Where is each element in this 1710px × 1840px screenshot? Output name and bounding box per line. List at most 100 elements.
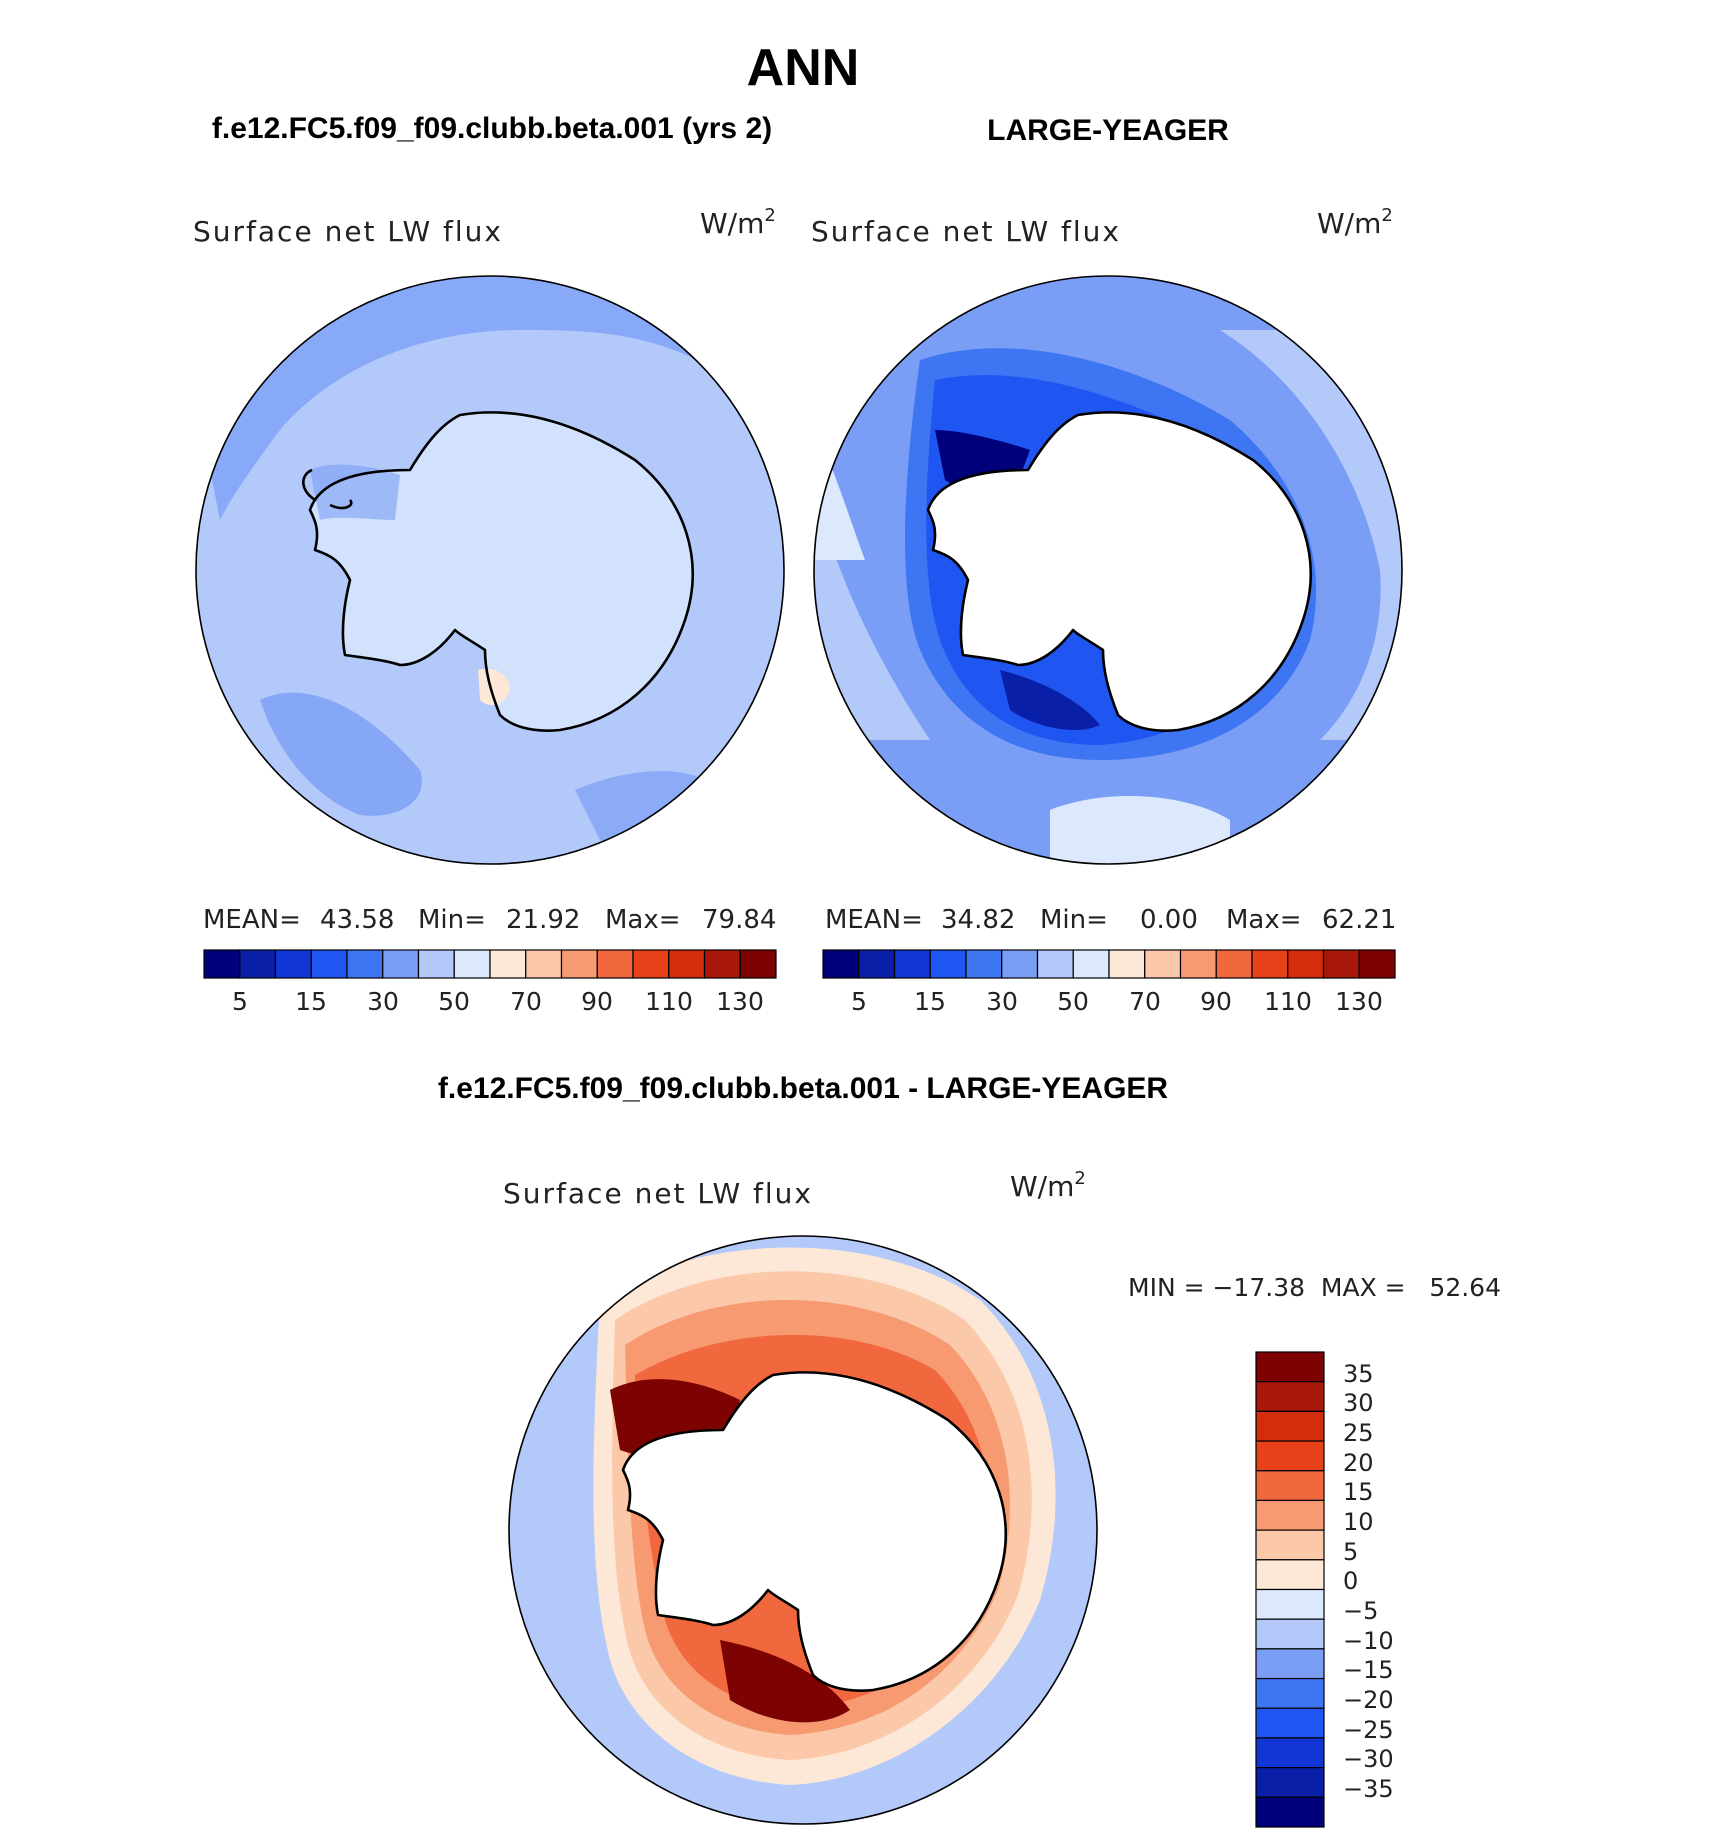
- panel-1-max-label: Max=: [605, 905, 681, 935]
- colorbar-swatch: [1251, 949, 1289, 979]
- colorbar-swatch: [1255, 1767, 1325, 1798]
- panel-1-heading: f.e12.FC5.f09_f09.clubb.beta.001 (yrs 2): [212, 112, 772, 145]
- colorbar-swatch: [1255, 1648, 1325, 1680]
- colorbar-swatch: [203, 949, 241, 979]
- difference-colorbar-ticks: 35 30 25 20 15 10 5 0 −5 −10 −15 −20 −25…: [1343, 1360, 1394, 1803]
- colorbar-swatch: [453, 949, 491, 979]
- panel-2-mean-label: MEAN=: [825, 905, 923, 935]
- panel-2-units: W/m2: [1317, 205, 1393, 240]
- colorbar-swatch: [929, 949, 967, 979]
- colorbar-swatch: [965, 949, 1003, 979]
- colorbar-swatch: [632, 949, 670, 979]
- colorbar-swatch: [239, 949, 277, 979]
- colorbar-swatch: [1001, 949, 1039, 979]
- colorbar-swatch: [560, 949, 598, 979]
- colorbar-swatch: [1287, 949, 1325, 979]
- colorbar-tick: −10: [1343, 1627, 1394, 1655]
- colorbar-tick: −30: [1343, 1745, 1394, 1773]
- colorbar-tick: −25: [1343, 1716, 1394, 1744]
- colorbar-tick: 15: [914, 987, 946, 1016]
- colorbar-tick: 130: [1335, 987, 1383, 1016]
- panel-2-heading: LARGE-YEAGER: [987, 114, 1229, 147]
- colorbar-tick: 90: [581, 987, 613, 1016]
- colorbar-swatch: [1179, 949, 1217, 979]
- panel-2-min-value: 0.00: [1140, 905, 1198, 935]
- colorbar-swatch: [417, 949, 455, 979]
- colorbar-swatch: [1215, 949, 1253, 979]
- panel-1-mean-value: 43.58: [320, 905, 394, 935]
- colorbar-swatch: [346, 949, 384, 979]
- map-2: [813, 275, 1403, 865]
- colorbar-swatch: [858, 949, 896, 979]
- panel-1-mean-label: MEAN=: [203, 905, 301, 935]
- colorbar-tick: −20: [1343, 1686, 1394, 1714]
- difference-variable: Surface net LW flux: [503, 1177, 813, 1210]
- panel-2-colorbar: [822, 949, 1396, 979]
- colorbar-tick: 10: [1343, 1508, 1374, 1536]
- panel-1-colorbar: [203, 949, 777, 979]
- colorbar-swatch: [1255, 1440, 1325, 1472]
- colorbar-swatch: [1255, 1499, 1325, 1531]
- panel-2-stats: MEAN= 34.82 Min= 0.00 Max= 62.21: [825, 905, 1396, 935]
- difference-stats: MIN = −17.38 MAX = 52.64: [1128, 1273, 1501, 1302]
- colorbar-swatch: [1255, 1410, 1325, 1442]
- map-1: [195, 275, 785, 865]
- colorbar-tick: 0: [1343, 1567, 1358, 1595]
- difference-heading: f.e12.FC5.f09_f09.clubb.beta.001 - LARGE…: [438, 1072, 1169, 1105]
- colorbar-tick: 110: [645, 987, 693, 1016]
- colorbar-swatch: [1108, 949, 1146, 979]
- colorbar-swatch: [1255, 1707, 1325, 1739]
- colorbar-swatch: [739, 949, 777, 979]
- colorbar-swatch: [1072, 949, 1110, 979]
- panel-1-colorbar-ticks: 5 15 30 50 70 90 110 130: [232, 987, 764, 1016]
- colorbar-tick: 110: [1264, 987, 1312, 1016]
- colorbar-swatch: [822, 949, 860, 979]
- panel-2-min-label: Min=: [1040, 905, 1108, 935]
- colorbar-swatch: [703, 949, 741, 979]
- colorbar-swatch: [525, 949, 563, 979]
- colorbar-swatch: [1255, 1351, 1325, 1383]
- panel-2-max-value: 62.21: [1322, 905, 1396, 935]
- colorbar-tick: 50: [438, 987, 470, 1016]
- panel-1-stats: MEAN= 43.58 Min= 21.92 Max= 79.84: [203, 905, 776, 935]
- map-difference: [508, 1235, 1098, 1825]
- colorbar-swatch: [668, 949, 706, 979]
- colorbar-swatch: [489, 949, 527, 979]
- colorbar-swatch: [596, 949, 634, 979]
- colorbar-tick: 30: [986, 987, 1018, 1016]
- colorbar-swatch: [274, 949, 312, 979]
- colorbar-tick: 130: [716, 987, 764, 1016]
- colorbar-swatch: [1255, 1559, 1325, 1591]
- colorbar-swatch: [1255, 1529, 1325, 1561]
- panel-2-variable: Surface net LW flux: [811, 215, 1121, 248]
- panel-1-min-label: Min=: [418, 905, 486, 935]
- colorbar-swatch: [1255, 1381, 1325, 1412]
- colorbar-tick: 70: [510, 987, 542, 1016]
- panel-1-max-value: 79.84: [702, 905, 776, 935]
- colorbar-swatch: [1255, 1618, 1325, 1650]
- colorbar-swatch: [1322, 949, 1360, 979]
- colorbar-tick: 90: [1200, 987, 1232, 1016]
- colorbar-swatch: [893, 949, 931, 979]
- colorbar-swatch: [382, 949, 420, 979]
- difference-units: W/m2: [1010, 1168, 1086, 1203]
- colorbar-tick: 15: [1343, 1478, 1374, 1506]
- panel-2-mean-value: 34.82: [941, 905, 1015, 935]
- colorbar-tick: 25: [1343, 1419, 1374, 1447]
- colorbar-tick: 30: [1343, 1389, 1374, 1417]
- colorbar-swatch: [1144, 949, 1182, 979]
- panel-1-variable: Surface net LW flux: [193, 215, 503, 248]
- panel-1-units: W/m2: [700, 205, 776, 240]
- colorbar-swatch: [1358, 949, 1396, 979]
- panel-2-max-label: Max=: [1226, 905, 1302, 935]
- panel-1-min-value: 21.92: [506, 905, 580, 935]
- colorbar-swatch: [1255, 1588, 1325, 1620]
- colorbar-swatch: [1255, 1470, 1325, 1502]
- colorbar-swatch: [1255, 1737, 1325, 1769]
- colorbar-tick: 15: [295, 987, 327, 1016]
- colorbar-tick: 70: [1129, 987, 1161, 1016]
- colorbar-tick: 35: [1343, 1360, 1374, 1388]
- colorbar-swatch: [1255, 1796, 1325, 1828]
- colorbar-tick: 50: [1057, 987, 1089, 1016]
